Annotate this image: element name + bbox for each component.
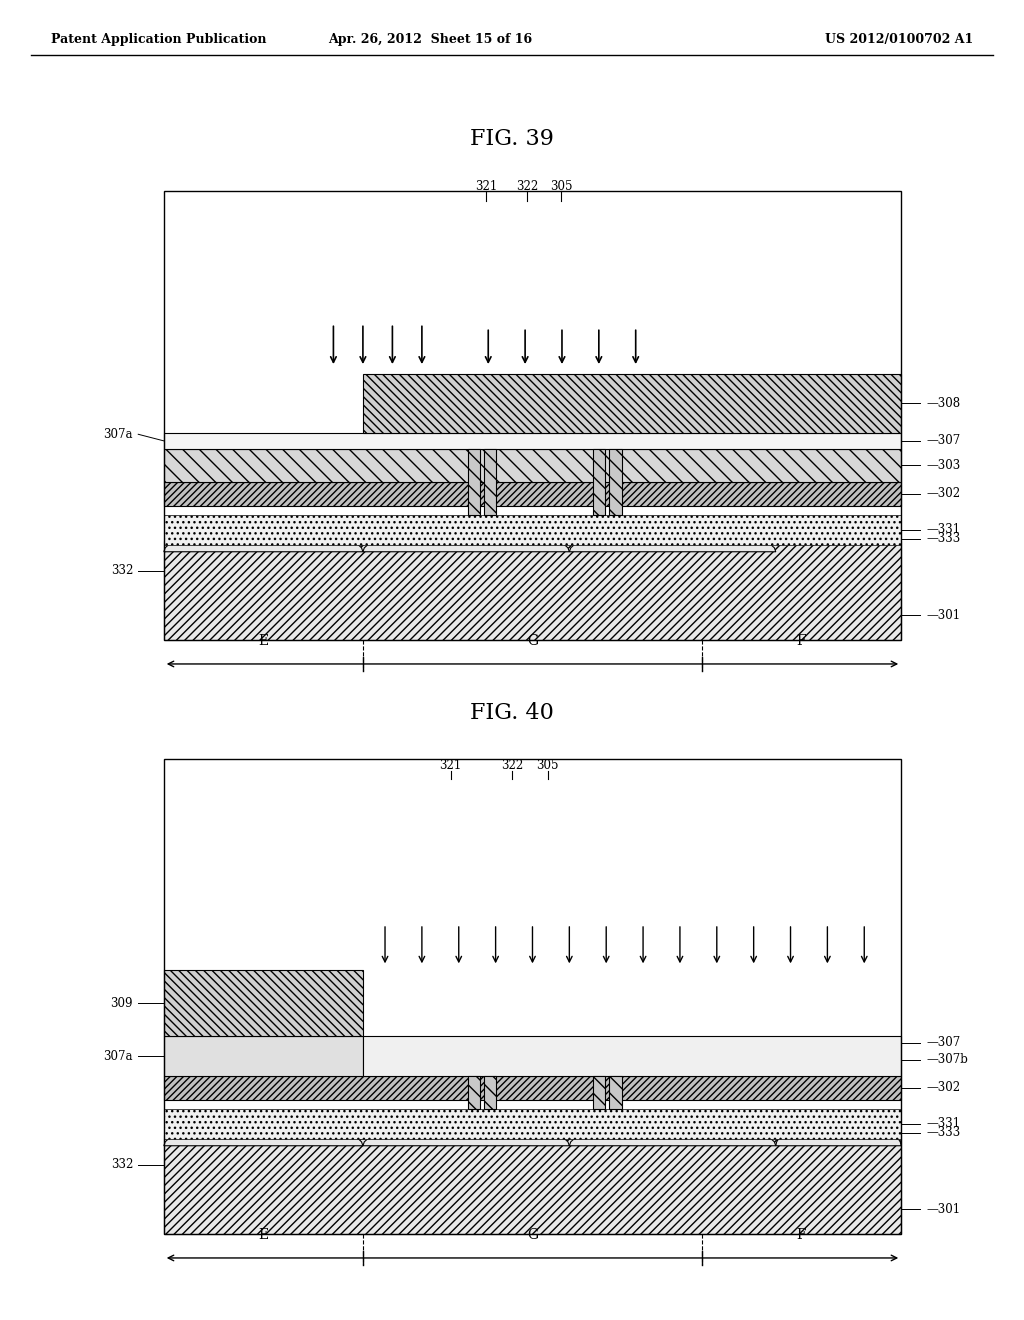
Text: 321: 321	[475, 180, 498, 193]
Bar	[164, 1135, 901, 1234]
Text: Apr. 26, 2012  Sheet 15 of 16: Apr. 26, 2012 Sheet 15 of 16	[328, 33, 532, 46]
Polygon shape	[362, 1122, 569, 1146]
Text: FIG. 39: FIG. 39	[470, 128, 554, 149]
Bar	[362, 374, 901, 433]
Text: FIG. 40: FIG. 40	[470, 702, 554, 723]
Text: Patent Application Publication: Patent Application Publication	[51, 33, 266, 46]
Bar	[593, 449, 605, 515]
Text: —303: —303	[927, 459, 961, 471]
Text: —333: —333	[927, 532, 961, 545]
Polygon shape	[164, 528, 362, 552]
Text: US 2012/0100702 A1: US 2012/0100702 A1	[824, 33, 973, 46]
Bar	[164, 515, 901, 545]
Text: —331: —331	[927, 524, 961, 536]
Text: 332: 332	[111, 565, 133, 577]
Text: —302: —302	[927, 487, 961, 500]
Text: 305: 305	[550, 180, 572, 193]
Bar	[468, 1076, 480, 1109]
Bar	[164, 1076, 901, 1100]
Bar	[164, 970, 362, 1036]
Text: —331: —331	[927, 1118, 961, 1130]
Text: —308: —308	[927, 397, 961, 409]
Bar	[164, 541, 901, 640]
Bar	[164, 759, 901, 1234]
Polygon shape	[164, 1122, 362, 1146]
Text: —307: —307	[927, 1036, 961, 1049]
Text: 322: 322	[516, 180, 539, 193]
Text: 309: 309	[111, 997, 133, 1010]
Polygon shape	[776, 1122, 901, 1146]
Bar	[164, 482, 901, 506]
Bar	[164, 433, 901, 449]
Bar	[468, 449, 480, 515]
Bar	[164, 1109, 901, 1139]
Text: —301: —301	[927, 609, 961, 622]
Text: E: E	[258, 634, 268, 648]
Text: F: F	[797, 1228, 806, 1242]
Bar	[484, 1076, 497, 1109]
Text: 321: 321	[439, 759, 462, 772]
Text: 332: 332	[111, 1159, 133, 1171]
Bar	[593, 1076, 605, 1109]
Text: —301: —301	[927, 1203, 961, 1216]
Bar	[164, 1036, 362, 1076]
Text: —307b: —307b	[927, 1053, 969, 1067]
Text: —302: —302	[927, 1081, 961, 1094]
Polygon shape	[362, 528, 569, 552]
Text: F: F	[797, 634, 806, 648]
Text: 305: 305	[537, 759, 559, 772]
Bar	[609, 449, 622, 515]
Text: G: G	[527, 634, 538, 648]
Text: —307: —307	[927, 434, 961, 447]
Text: G: G	[527, 1228, 538, 1242]
Text: 322: 322	[501, 759, 523, 772]
Bar	[164, 191, 901, 640]
Text: 307a: 307a	[103, 1049, 133, 1063]
Bar	[609, 1076, 622, 1109]
Text: E: E	[258, 1228, 268, 1242]
Bar	[362, 1036, 901, 1076]
Text: —333: —333	[927, 1126, 961, 1139]
Polygon shape	[569, 528, 776, 552]
Bar	[164, 449, 901, 482]
Bar	[484, 449, 497, 515]
Polygon shape	[569, 1122, 776, 1146]
Text: 307a: 307a	[103, 428, 133, 441]
